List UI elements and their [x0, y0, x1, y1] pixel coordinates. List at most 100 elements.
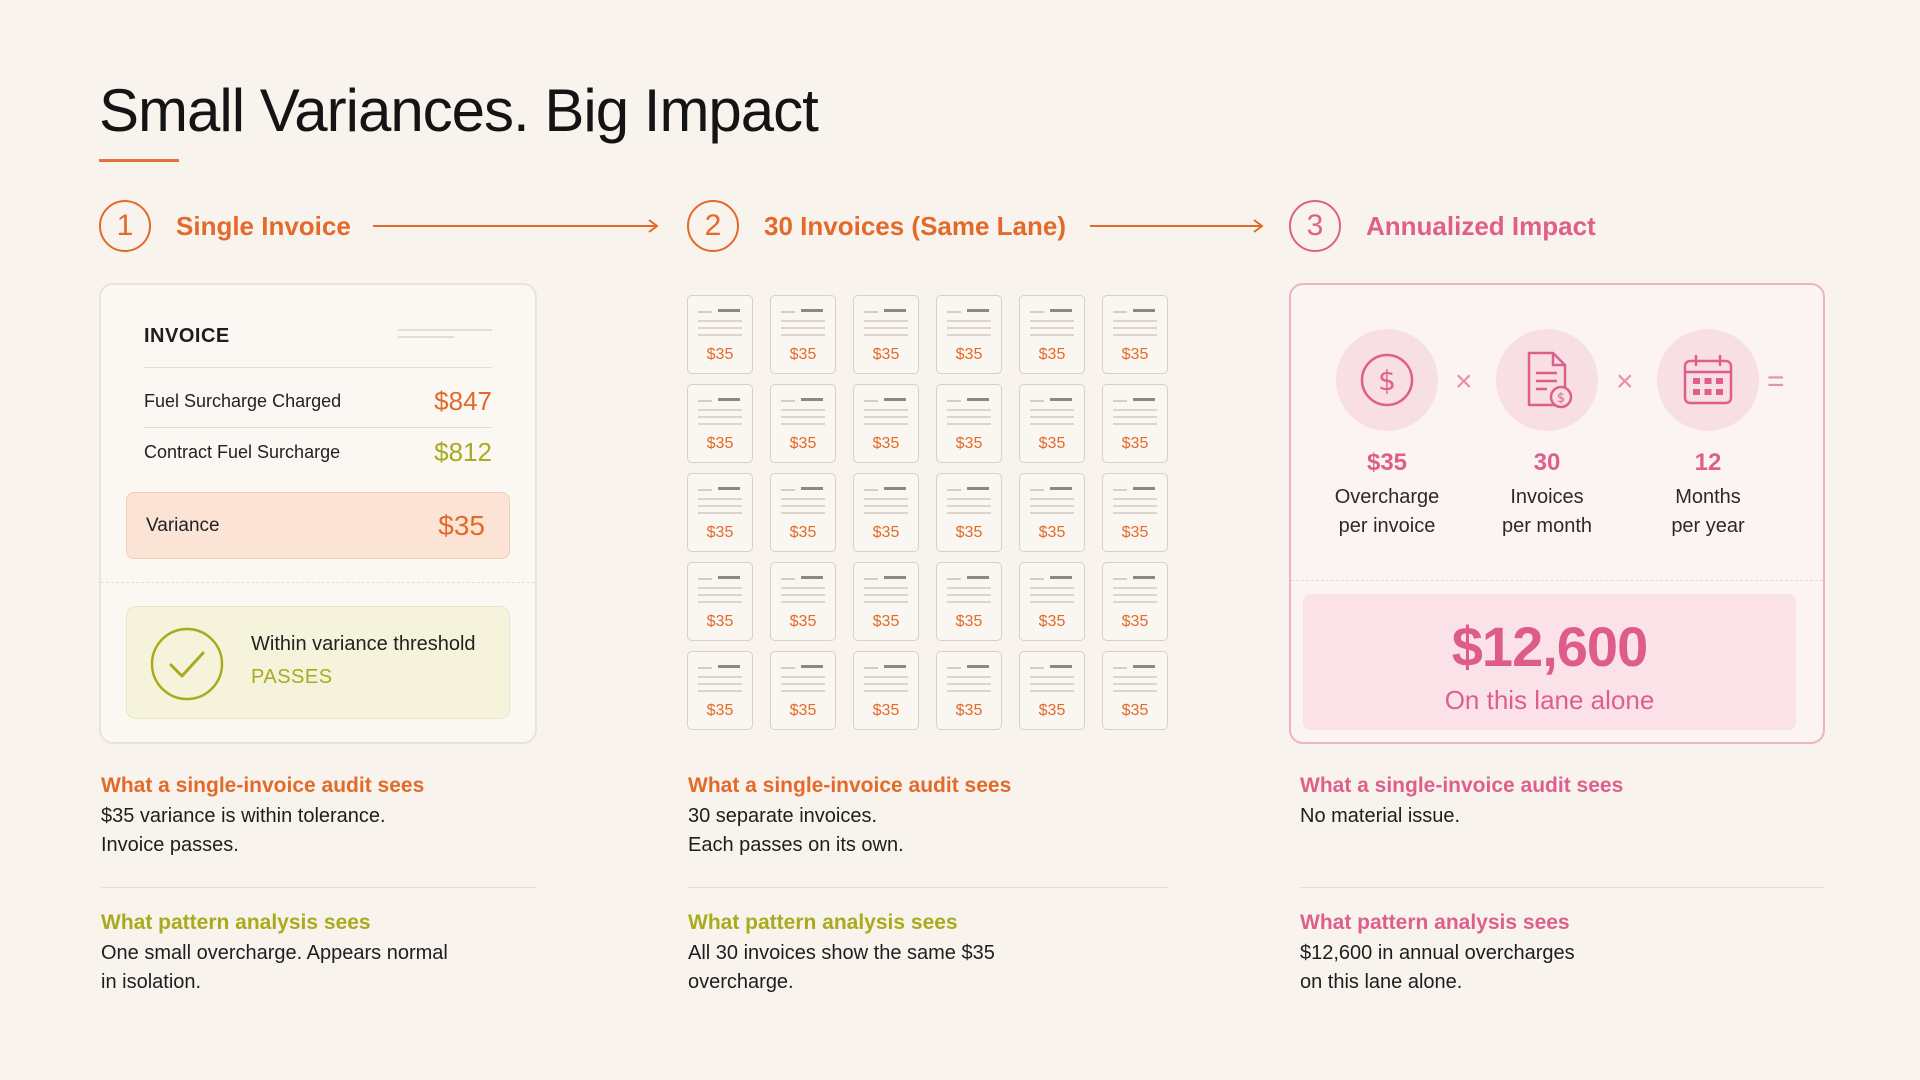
invoice-line: [1030, 327, 1074, 329]
invoice-line: [1050, 576, 1072, 579]
invoice-line: [1030, 683, 1074, 685]
invoice-line: [1030, 400, 1044, 402]
invoice-line: [947, 327, 991, 329]
mini-invoice-amount: $35: [1038, 346, 1066, 363]
mini-invoice: $35: [936, 384, 1002, 463]
invoice-line: [1113, 498, 1157, 500]
mini-invoice-amount: $35: [789, 702, 817, 719]
invoice-line: [1030, 498, 1074, 500]
audit-line: No material issue.: [1300, 805, 1461, 827]
factor-value: $35: [1366, 449, 1408, 476]
invoice-line: [947, 409, 991, 411]
invoice-line: [781, 311, 795, 313]
mini-invoice: $35: [1102, 562, 1168, 641]
invoice-line: [1030, 423, 1074, 425]
invoice-line: [1030, 578, 1044, 580]
mini-invoice-amount: $35: [706, 702, 734, 719]
invoice-line: [947, 311, 961, 313]
step-2-number: 2: [687, 200, 739, 252]
invoice-line: [864, 416, 908, 418]
invoice-line: [1113, 587, 1157, 589]
dollar-circle: $: [1336, 329, 1438, 431]
invoice-line: [781, 505, 825, 507]
factor-overcharge: $ $35 Overcharge per invoice: [1317, 329, 1457, 541]
audit-line: [1300, 831, 1736, 860]
threshold-text: Within variance threshold: [251, 633, 476, 655]
audit-line: 30 separate invoices.: [688, 805, 878, 827]
mini-invoice: $35: [687, 651, 753, 730]
invoice-line: [698, 594, 742, 596]
factor-invoices: $ 30 Invoices per month: [1477, 329, 1617, 541]
invoice-line: [947, 320, 991, 322]
invoice-line: [864, 423, 908, 425]
pattern-line: $12,600 in annual overcharges: [1300, 942, 1575, 964]
invoice-line: [1133, 487, 1155, 490]
mini-invoice: $35: [936, 651, 1002, 730]
invoice-line: [781, 489, 795, 491]
mini-invoice: $35: [853, 384, 919, 463]
mini-invoice: $35: [936, 473, 1002, 552]
invoice-line: [864, 676, 908, 678]
mini-invoice-amount: $35: [955, 702, 983, 719]
invoice-line: [1133, 398, 1155, 401]
invoice-line: [698, 423, 742, 425]
mini-invoice-amount: $35: [789, 346, 817, 363]
calendar-icon: [1683, 354, 1733, 405]
invoice-line: [947, 400, 961, 402]
mini-invoice-amount: $35: [1038, 435, 1066, 452]
mini-invoice-amount: $35: [789, 524, 817, 541]
total-value: $12,600: [1451, 615, 1648, 678]
divider: [688, 887, 1168, 888]
invoice-line: [1113, 512, 1157, 514]
invoice-line: [884, 309, 906, 312]
invoice-line: [1030, 594, 1074, 596]
pattern-line: One small overcharge. Appears normal: [101, 942, 448, 964]
mini-invoice-amount: $35: [1038, 613, 1066, 630]
invoice-line: [781, 690, 825, 692]
invoice-line: [1030, 601, 1074, 603]
invoice-line: [801, 398, 823, 401]
invoice-line: [1113, 683, 1157, 685]
invoice-line: [947, 676, 991, 678]
factor-months: 12 Months per year: [1638, 329, 1778, 541]
invoice-line: [1113, 409, 1157, 411]
pattern-heading: What pattern analysis sees: [1300, 911, 1570, 934]
total-impact: $12,600 On this lane alone: [1303, 594, 1796, 730]
invoice-line: [1030, 587, 1074, 589]
column-3-pattern: What pattern analysis sees $12,600 in an…: [1300, 911, 1736, 997]
svg-text:$: $: [1557, 391, 1565, 406]
pattern-line: in isolation.: [101, 971, 202, 993]
factor-value: 30: [1533, 449, 1561, 476]
mini-invoice: $35: [1019, 295, 1085, 374]
invoice-line: [781, 334, 825, 336]
invoice-line: [698, 400, 712, 402]
invoice-line: [718, 398, 740, 401]
step-1-number: 1: [99, 200, 151, 252]
mini-invoice: $35: [853, 295, 919, 374]
calendar-circle: [1657, 329, 1759, 431]
invoice-line: [698, 676, 742, 678]
invoice-line: [698, 311, 712, 313]
variance-amount: $35: [438, 509, 485, 541]
invoice-line: [1030, 489, 1044, 491]
invoice-line: [947, 667, 961, 669]
factor-line1: Overcharge: [1334, 486, 1440, 508]
invoice-row-charged: Fuel Surcharge Charged $847: [144, 381, 492, 421]
invoice-line: [884, 576, 906, 579]
mini-invoice: $35: [853, 651, 919, 730]
factor-line1: Months: [1675, 486, 1741, 508]
audit-line: Each passes on its own.: [688, 834, 904, 856]
mini-invoice-amount: $35: [872, 613, 900, 630]
column-2-audit: What a single-invoice audit sees 30 sepa…: [688, 774, 1124, 860]
multiply-operator: ×: [1616, 365, 1634, 398]
column-2-pattern: What pattern analysis sees All 30 invoic…: [688, 911, 1124, 997]
invoice-line: [781, 683, 825, 685]
variance-row: Variance $35: [126, 492, 510, 559]
invoice-line: [864, 601, 908, 603]
invoice-line: [947, 594, 991, 596]
mini-invoice: $35: [853, 473, 919, 552]
step-3-label: Annualized Impact: [1366, 210, 1596, 241]
invoice-line: [1030, 409, 1074, 411]
row-amount: $847: [434, 385, 492, 416]
invoice-line: [864, 400, 878, 402]
